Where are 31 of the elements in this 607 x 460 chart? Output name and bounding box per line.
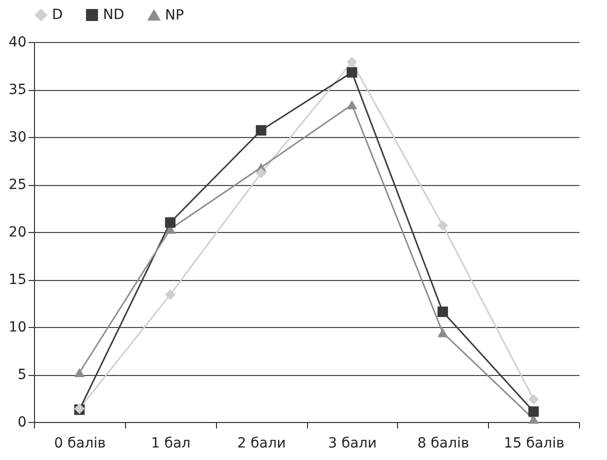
point [528,406,539,417]
point [438,306,448,318]
x-tick-label: 1 бал [150,436,191,452]
point [346,100,358,110]
x-tick-label: 0 балів [54,436,106,452]
legend-label: NP [165,7,184,24]
x-tick-label: 3 бали [328,436,377,452]
point [438,220,448,231]
y-tick-label: 5 [18,367,26,383]
point [346,67,358,78]
point [528,394,539,404]
y-tick-label: 40 [8,34,26,50]
legend-label: ND [103,7,124,23]
point [346,56,358,68]
point [165,289,176,300]
point [165,217,176,228]
y-tick-label: 35 [8,82,26,98]
point [438,328,448,338]
point [256,168,266,178]
x-tick-label: 8 балів [417,436,470,452]
legend-label: D [52,7,63,23]
y-tick-label: 15 [8,272,26,288]
y-tick-label: 20 [8,224,26,240]
y-tick-label: 25 [8,177,26,193]
y-tick-label: 10 [8,320,26,336]
x-tick-label: 2 бали [237,436,286,452]
point [74,368,85,378]
y-tick-label: 0 [18,414,26,430]
x-tick-label: 15 балів [504,436,564,452]
point [256,125,266,136]
y-tick-label: 30 [8,130,26,146]
